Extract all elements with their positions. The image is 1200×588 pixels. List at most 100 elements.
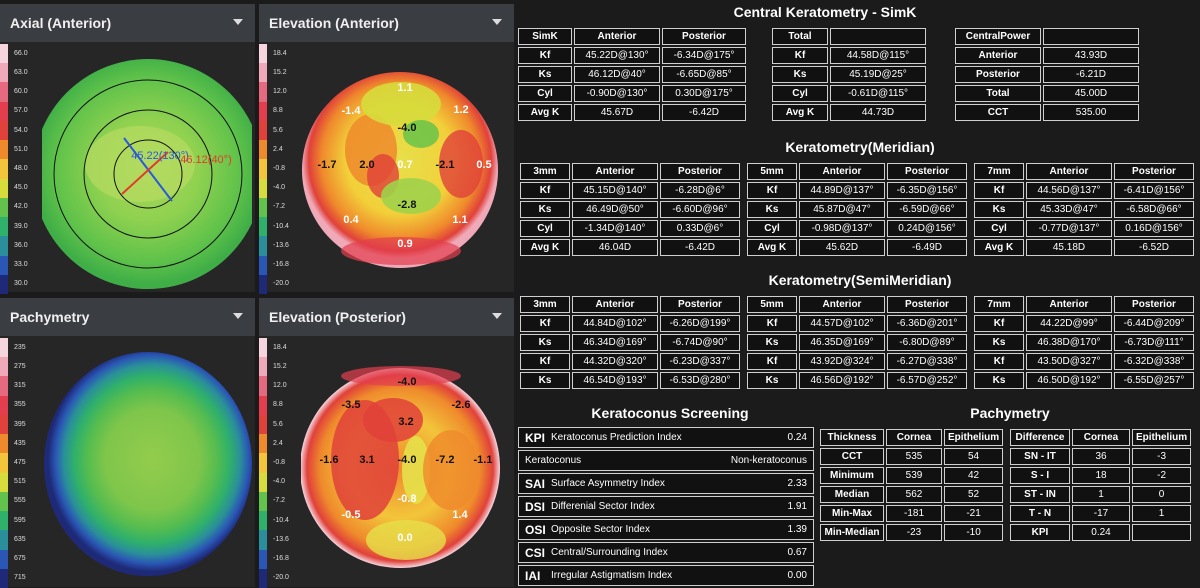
row-header: Cyl: [974, 220, 1024, 237]
legend-label: 12.0: [273, 88, 287, 96]
pachy-legend: 235 275 315 355 395 435 475 515 555 595 635 675 715: [0, 338, 36, 588]
keratoconus-row: SAI Surface Asymmetry Index 2.33: [518, 473, 814, 494]
legend-label: 515: [14, 478, 26, 486]
table-row: 7mm Anterior Posterior: [974, 163, 1194, 180]
legend-label: 675: [14, 555, 26, 563]
legend-label: 275: [14, 362, 26, 370]
pachy-panel: Pachymetry 235 275 315 355 395 435 475 515 555 59…: [0, 298, 255, 588]
table-cell: 0: [1132, 486, 1192, 503]
row-header: Avg K: [772, 104, 828, 121]
elev-ant-label: -1.7: [317, 159, 337, 171]
legend-swatch: [259, 395, 267, 416]
index-abbrev: OSI: [525, 522, 546, 537]
column-header: Anterior: [1026, 296, 1112, 313]
legend-swatch: [259, 217, 267, 237]
legend-swatch: [0, 197, 8, 218]
table-cell: -6.53D@280°: [660, 372, 740, 389]
table-row: Cyl -0.77D@137° 0.16D@156°: [974, 220, 1194, 237]
table-cell: -6.32D@338°: [1114, 353, 1194, 370]
legend-label: 51.0: [14, 145, 28, 153]
axial-dropdown[interactable]: Axial (Anterior): [0, 4, 255, 42]
axial-map: [42, 59, 252, 289]
column-header: 7mm: [974, 163, 1024, 180]
elev-ant-label: -2.8: [397, 199, 417, 211]
elev-post-title: Elevation (Posterior): [269, 309, 406, 325]
elev-ant-label: 1.1: [452, 214, 468, 226]
table-cell: 44.73D: [830, 104, 926, 121]
legend-label: -16.8: [273, 555, 289, 563]
semimeridian-3mm-table: 3mm Anterior Posterior Kf 44.84D@102° -6.26D@…: [518, 294, 742, 391]
row-header: T - N: [1010, 505, 1070, 522]
row-header: Kf: [520, 353, 570, 370]
elev-post-map: [301, 366, 500, 568]
elev-post-legend: 18.4 15.2 12.0 8.8 5.6 2.4 -0.8 -4.0 -7.2 -10.4 -1…: [259, 338, 295, 588]
table-row: 5mm Anterior Posterior: [747, 163, 967, 180]
table-row: Ks 46.34D@169° -6.74D@90°: [520, 334, 740, 351]
legend-swatch: [0, 453, 8, 474]
row-header: Ks: [520, 201, 570, 218]
legend-label: 18.4: [273, 49, 287, 57]
table-cell: -6.80D@89°: [887, 334, 967, 351]
elev-ant-dropdown[interactable]: Elevation (Anterior): [259, 4, 514, 42]
legend-label: 57.0: [14, 107, 28, 115]
table-row: T - N -17 1: [1010, 505, 1192, 522]
row-header: Min-Max: [820, 505, 884, 522]
index-abbrev: DSI: [525, 499, 546, 514]
pachy-dropdown[interactable]: Pachymetry: [0, 298, 255, 336]
table-row: Ks 46.50D@192° -6.55D@257°: [974, 372, 1194, 389]
index-value: 2.33: [787, 478, 807, 489]
row-header: Kf: [974, 315, 1024, 332]
table-row: 5mm Anterior Posterior: [747, 296, 967, 313]
table-cell: -6.65D@85°: [662, 66, 746, 83]
row-header: Ks: [772, 66, 828, 83]
keratoconus-title: Keratoconus Screening: [591, 405, 749, 421]
row-header: Kf: [772, 47, 828, 64]
legend-label: 48.0: [14, 165, 28, 172]
elev-post-label: 1.4: [452, 509, 468, 521]
legend-swatch: [0, 63, 8, 83]
table-row: SimK Anterior Posterior: [518, 28, 746, 45]
legend-label: 315: [14, 382, 26, 390]
legend-swatch: [0, 178, 8, 199]
column-header: Posterior: [1114, 296, 1194, 313]
table-row: CCT 535 54: [820, 448, 1004, 465]
table-cell: -6.44D@209°: [1114, 315, 1194, 332]
column-header: Anterior: [1026, 163, 1112, 180]
keratoconus-row: DSI Differenial Sector Index 1.91: [518, 496, 814, 517]
row-header: Ks: [520, 334, 570, 351]
table-cell: 45.67D: [574, 104, 660, 121]
index-abbrev: CSI: [525, 545, 546, 560]
index-value: 0.67: [787, 547, 807, 558]
table-cell: 0.33D@6°: [660, 220, 740, 237]
table-row: Kf 45.22D@130° -6.34D@175°: [518, 47, 746, 64]
legend-swatch: [0, 236, 8, 257]
row-header: Ks: [974, 372, 1024, 389]
row-header: ST - IN: [1010, 486, 1070, 503]
table-cell: 52: [944, 486, 1004, 503]
table-row: Median 562 52: [820, 486, 1004, 503]
table-cell: 54: [944, 448, 1004, 465]
legend-label: 435: [14, 439, 26, 447]
table-row: Thickness Cornea Epithelium: [820, 429, 1004, 446]
legend-swatch: [259, 530, 267, 551]
elev-post-dropdown[interactable]: Elevation (Posterior): [259, 298, 514, 336]
table-row: Avg K 45.62D -6.49D: [747, 239, 967, 256]
legend-swatch: [259, 82, 267, 103]
table-cell: 46.50D@192°: [1026, 372, 1112, 389]
chevron-down-icon: [492, 313, 502, 319]
row-header: Ks: [974, 201, 1024, 218]
table-row: Ks 45.19D@25°: [772, 66, 926, 83]
elev-post-label: -2.6: [451, 399, 471, 411]
table-row: Kf 43.50D@327° -6.32D@338°: [974, 353, 1194, 370]
legend-label: 15.2: [273, 362, 287, 370]
legend-swatch: [0, 140, 8, 160]
meridian-7mm-table: 7mm Anterior Posterior Kf 44.56D@137° -6.41D@…: [972, 161, 1196, 258]
table-cell: 44.84D@102°: [572, 315, 658, 332]
table-cell: 44.57D@102°: [799, 315, 885, 332]
legend-swatch: [259, 274, 267, 295]
elev-ant-label: -4.0: [397, 122, 417, 134]
keratoconus-list: KPI Keratoconus Prediction Index 0.24 Kerat…: [518, 427, 814, 588]
legend-label: 395: [14, 420, 26, 428]
meridian-5mm-table: 5mm Anterior Posterior Kf 44.89D@137° -6.35D@…: [745, 161, 969, 258]
table-row: Kf 44.58D@115°: [772, 47, 926, 64]
